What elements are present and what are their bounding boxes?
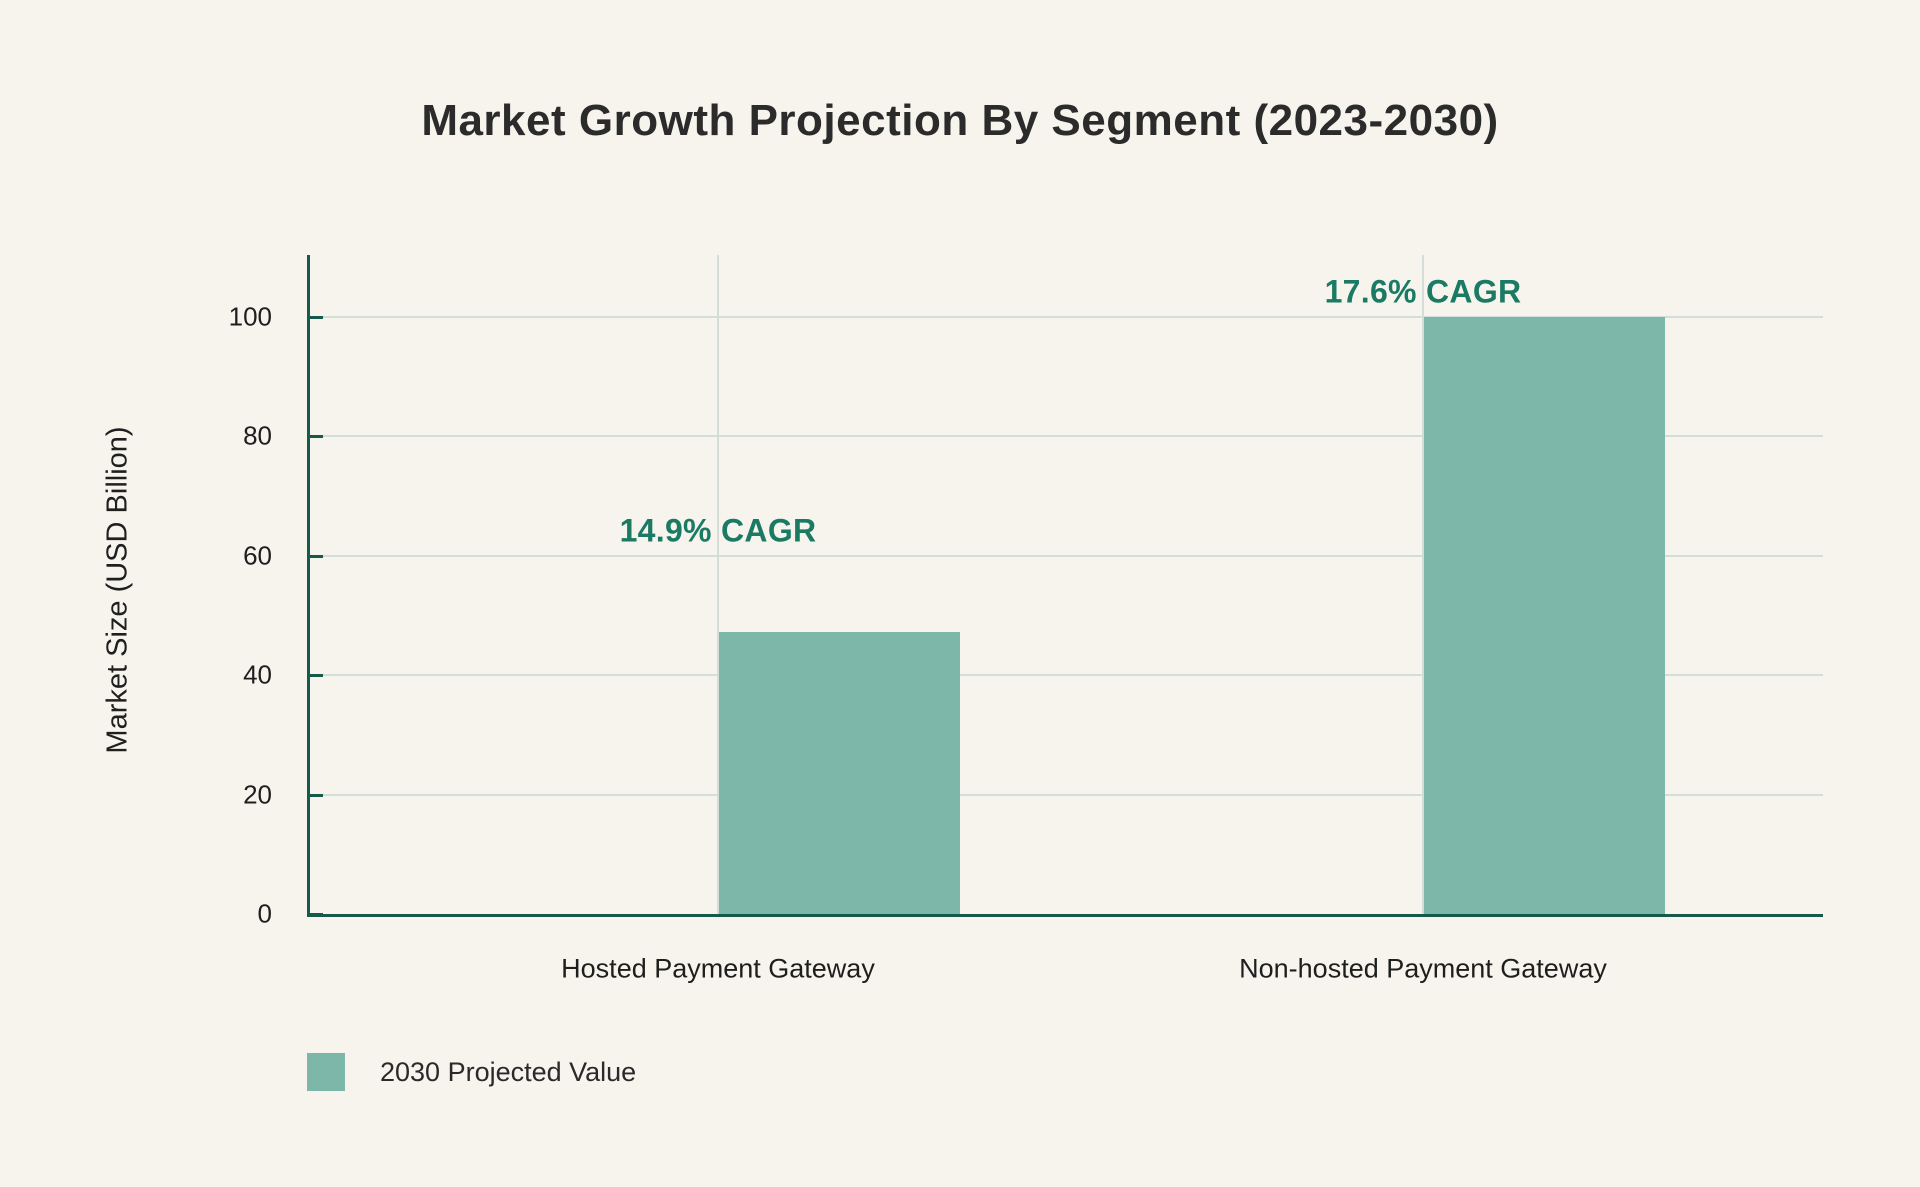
legend-swatch [307, 1053, 345, 1091]
legend-label: 2030 Projected Value [380, 1056, 637, 1087]
chart-title: Market Growth Projection By Segment (202… [421, 96, 1499, 145]
bar-non-hosted [1424, 317, 1665, 914]
h-gridline [307, 674, 1823, 677]
y-tick-label: 60 [243, 540, 272, 571]
h-gridline [307, 554, 1823, 557]
x-axis-line [307, 914, 1823, 917]
legend: 2030 Projected Value [307, 1053, 636, 1091]
y-axis-line [307, 255, 310, 917]
y-tick-label: 20 [243, 779, 272, 810]
h-gridline [307, 316, 1823, 318]
h-gridline [307, 793, 1823, 796]
y-tick-label: 40 [243, 659, 272, 690]
y-tick-mark [307, 554, 323, 558]
v-gridline [717, 255, 719, 914]
bar-hosted [719, 632, 960, 914]
h-gridline [307, 435, 1823, 438]
v-gridline [1422, 255, 1424, 914]
x-category-label: Hosted Payment Gateway [561, 953, 875, 984]
cagr-annotation: 17.6% CAGR [1324, 273, 1522, 310]
y-tick-mark [307, 674, 323, 678]
x-category-label: Non-hosted Payment Gateway [1239, 953, 1607, 984]
cagr-annotation: 14.9% CAGR [619, 512, 817, 549]
y-tick-label: 0 [257, 898, 272, 929]
y-tick-mark [307, 435, 323, 439]
y-tick-label: 100 [228, 301, 272, 332]
y-tick-mark [307, 793, 323, 797]
y-tick-label: 80 [243, 420, 272, 451]
y-tick-mark [307, 316, 323, 319]
